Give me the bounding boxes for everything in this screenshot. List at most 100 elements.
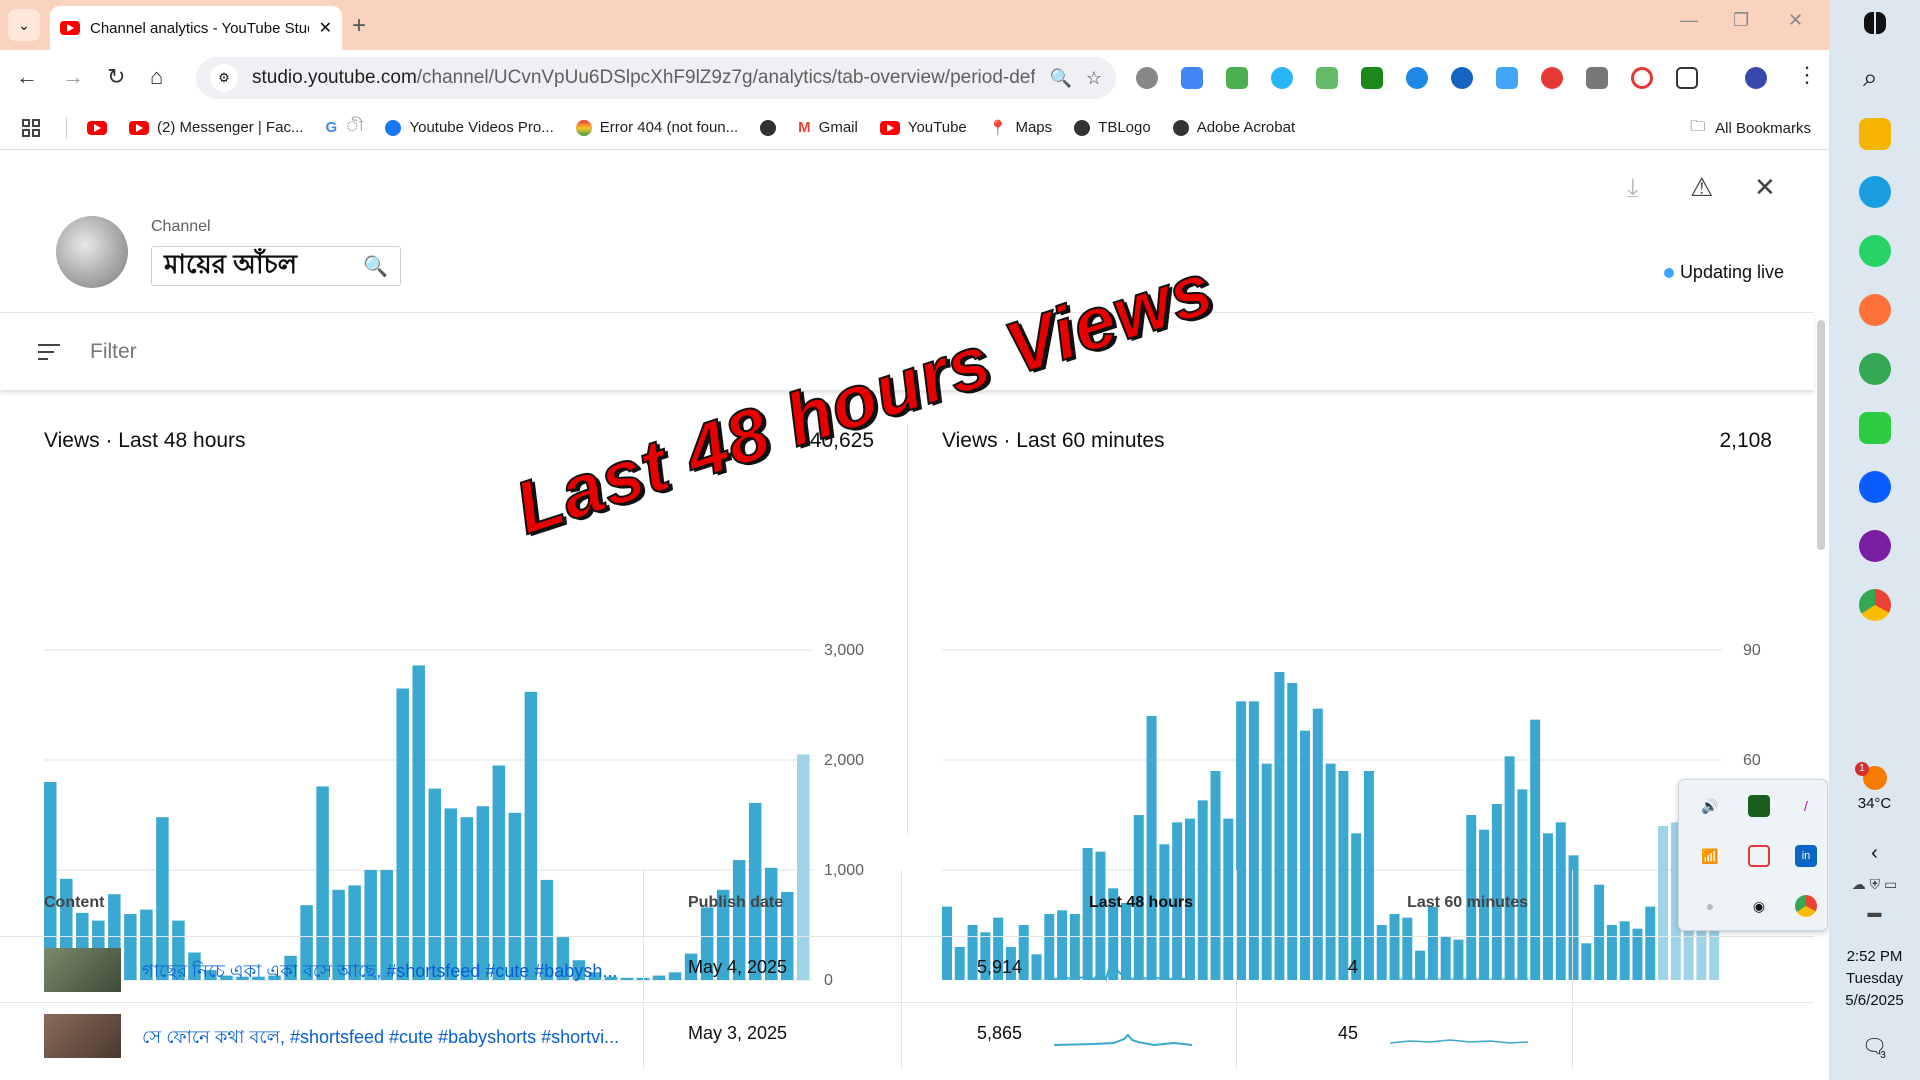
tab-close-icon[interactable]: ✕ [318, 20, 332, 37]
table-row[interactable]: সে ফোনে কথা বলে, #shortsfeed #cute #baby… [0, 1002, 1814, 1068]
chart-bar[interactable] [124, 914, 137, 980]
chart-bar[interactable] [300, 905, 313, 980]
extensions-puzzle-icon[interactable] [1676, 67, 1698, 89]
chart-bar[interactable] [1031, 954, 1042, 980]
extension-icon[interactable] [1136, 67, 1158, 89]
address-bar[interactable]: ⚙ studio.youtube.com/channel/UCvnVpUu6DS… [196, 57, 1116, 99]
chart-bar[interactable] [1338, 771, 1349, 980]
chart-bar[interactable] [1121, 903, 1131, 980]
chart-bar[interactable] [220, 975, 233, 980]
chart-bar[interactable] [1632, 928, 1643, 980]
chart-bar[interactable] [172, 920, 185, 980]
chart-bar[interactable] [993, 917, 1004, 980]
video-thumbnail[interactable] [44, 948, 121, 992]
windows-start-icon[interactable] [1864, 12, 1886, 34]
bookmark-star-icon[interactable]: ☆ [1085, 67, 1102, 88]
video-title-link[interactable]: গাছের নিচে একা একা বসে আছে, #shortsfeed … [142, 961, 618, 981]
chart-bar[interactable] [748, 802, 762, 980]
tab-channel-analytics[interactable]: Channel analytics - YouTube Studio ✕ [50, 6, 342, 50]
firefox-icon[interactable] [1859, 294, 1891, 326]
chart-bar[interactable] [1415, 950, 1426, 980]
chart-bar[interactable] [188, 952, 201, 981]
col-header-last-48-hours[interactable]: Last 48 hours [1088, 894, 1193, 911]
chart-bar[interactable] [1210, 771, 1221, 980]
clock-time[interactable]: 2:52 PM [1846, 948, 1903, 965]
bookmark-adobe-acrobat[interactable]: Adobe Acrobat [1172, 119, 1295, 136]
download-extension-icon[interactable] [1226, 67, 1248, 89]
chart-bar[interactable] [252, 976, 265, 980]
temperature-label[interactable]: 34°C [1857, 795, 1892, 812]
zoom-icon[interactable]: 🔍 [1049, 67, 1072, 88]
chart-bar[interactable] [1568, 855, 1579, 980]
whatsapp-icon[interactable] [1859, 235, 1891, 267]
chart-bar[interactable] [942, 906, 952, 980]
bookmark-globe[interactable] [760, 119, 777, 136]
chart-bar[interactable] [980, 932, 991, 980]
profile-avatar[interactable] [1745, 67, 1767, 89]
onedrive-security-meet-icons[interactable]: ☁ ⛨ ▭ [1851, 876, 1898, 892]
chart-bar[interactable] [1619, 921, 1630, 980]
search-icon[interactable]: 🔍 [363, 255, 388, 278]
minimize-button[interactable]: — [1680, 10, 1698, 30]
chart-bar[interactable] [1555, 822, 1566, 980]
chart-bar[interactable] [1606, 925, 1617, 980]
restore-button[interactable]: ❐ [1733, 10, 1750, 30]
close-icon[interactable]: ✕ [1754, 172, 1776, 202]
chart-bar[interactable] [1172, 822, 1183, 980]
chart-bar[interactable] [268, 975, 281, 980]
chart-bar[interactable] [1248, 701, 1259, 980]
chart-bar[interactable] [1236, 701, 1247, 980]
page-scrollbar[interactable] [1817, 320, 1825, 550]
chart-bar[interactable] [1504, 756, 1515, 980]
chart-bar[interactable] [316, 786, 329, 980]
bookmark-youtube[interactable]: YouTube [879, 119, 967, 136]
chart-bar[interactable] [1274, 672, 1285, 980]
chart-bar[interactable] [1146, 716, 1157, 980]
chart-bar[interactable] [1018, 925, 1029, 980]
chart-bar[interactable] [1402, 917, 1413, 980]
chart-bar[interactable] [1466, 815, 1477, 980]
camtasia-icon[interactable] [1859, 412, 1891, 444]
chart-bar[interactable] [1440, 936, 1451, 980]
chart-bar[interactable] [652, 975, 666, 980]
home-icon[interactable]: ⌂ [150, 64, 164, 89]
record-icon[interactable]: ◉ [1752, 897, 1766, 914]
chart-bar[interactable] [1453, 939, 1464, 980]
chart-bar[interactable] [604, 976, 618, 980]
chart-bar[interactable] [1427, 906, 1438, 980]
mail-extension-icon[interactable] [1496, 67, 1518, 89]
chart-bar[interactable] [156, 817, 169, 980]
chart-bar[interactable] [236, 976, 249, 980]
chart-bar[interactable] [1530, 719, 1541, 980]
chart-bar[interactable] [668, 972, 682, 980]
extension-icon[interactable] [1586, 67, 1608, 89]
chart-bar[interactable] [588, 972, 602, 980]
chart-bar[interactable] [1351, 833, 1362, 980]
chart-bar[interactable] [1670, 822, 1681, 980]
chart-bar[interactable] [1517, 789, 1528, 980]
chrome-icon[interactable] [1795, 895, 1817, 917]
chart-bar[interactable] [524, 691, 538, 980]
extension-icon[interactable] [1406, 67, 1428, 89]
bookmark-youtube-videos[interactable]: Youtube Videos Pro... [385, 119, 554, 136]
chart-bar[interactable] [204, 970, 217, 980]
url-text[interactable]: studio.youtube.com/channel/UCvnVpUu6DSlp… [252, 67, 1036, 88]
chart-bar[interactable] [1133, 815, 1144, 980]
chart-bar[interactable] [492, 765, 506, 981]
chart-bar[interactable] [140, 909, 153, 980]
extension-icon[interactable] [1361, 67, 1383, 89]
chevron-left-icon[interactable]: ‹ [1871, 842, 1878, 864]
chart-bar[interactable] [572, 960, 586, 980]
extension-icon[interactable] [1316, 67, 1338, 89]
chart-bar[interactable] [1057, 910, 1068, 980]
close-window-button[interactable]: ✕ [1788, 10, 1804, 30]
back-icon[interactable]: ← [16, 64, 38, 89]
chart-bar[interactable] [764, 867, 778, 980]
chart-bar[interactable] [732, 860, 746, 980]
chart-bar[interactable] [1594, 884, 1605, 980]
chart-bar[interactable] [428, 788, 441, 980]
bookmark-youtube-icon-only[interactable] [87, 120, 107, 135]
chart-bar[interactable] [556, 937, 570, 980]
download-icon[interactable]: ⤓ [1627, 172, 1639, 202]
chart-bar[interactable] [508, 812, 522, 980]
